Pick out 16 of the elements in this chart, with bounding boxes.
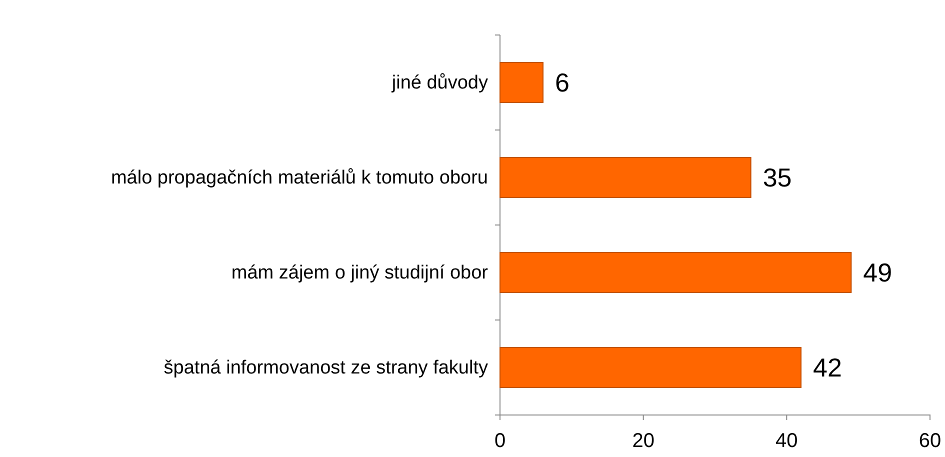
- bar: [500, 157, 752, 198]
- x-tick-label: 40: [776, 430, 798, 452]
- data-label: 49: [863, 258, 892, 288]
- data-label: 6: [555, 68, 570, 98]
- data-label: 42: [813, 352, 842, 383]
- x-tick-label: 0: [494, 430, 506, 452]
- y-tick-label: málo propagačních materiálů k tomuto oboru: [110, 168, 488, 189]
- bar: [500, 347, 802, 388]
- y-tick-label: jiné důvody: [390, 72, 488, 94]
- bar: [500, 62, 544, 103]
- y-tick-label: špatná informovanost ze strany fakulty: [164, 358, 488, 379]
- x-tick-label: 60: [918, 430, 942, 452]
- data-label: 35: [762, 162, 792, 193]
- bar: [500, 252, 852, 293]
- y-tick-label: mám zájem o jiný studijní obor: [231, 262, 489, 284]
- x-tick-label: 20: [632, 430, 654, 452]
